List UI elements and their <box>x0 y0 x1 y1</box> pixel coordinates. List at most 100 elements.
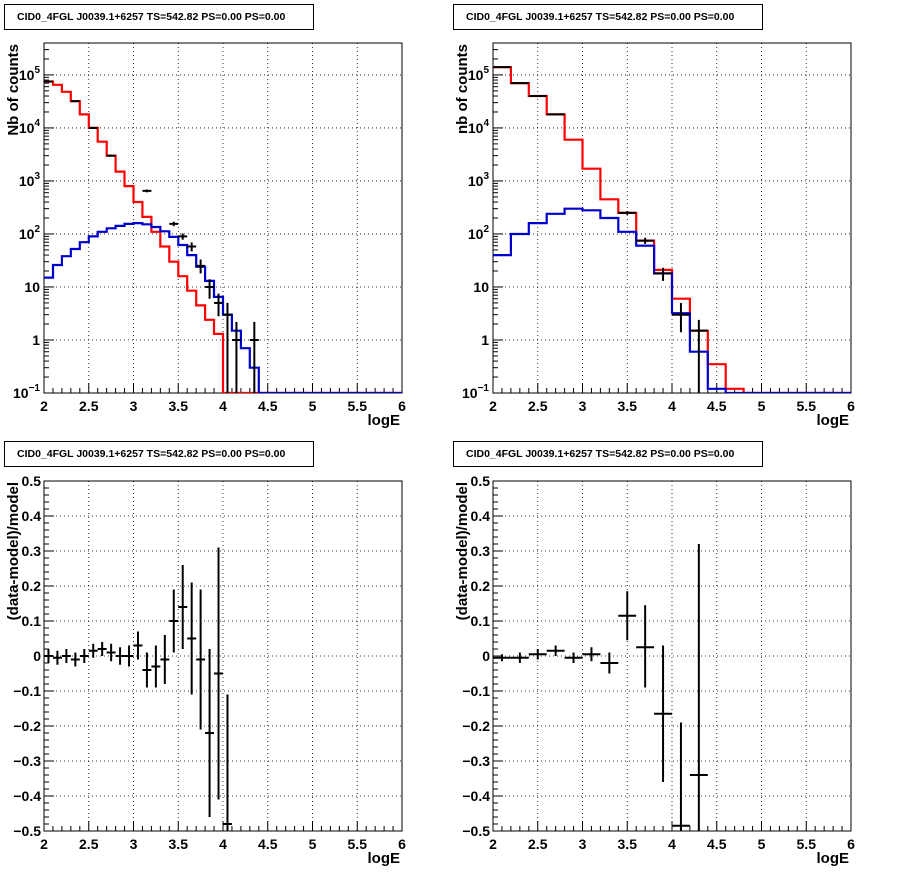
y-tick-base: 10 <box>468 67 484 83</box>
data-point <box>654 267 672 281</box>
plot-title: CID0_4FGL J0039.1+6257 TS=542.82 PS=0.00… <box>4 4 314 30</box>
x-tick-label: 3 <box>130 398 138 414</box>
y-tick-label: 0.5 <box>22 473 42 489</box>
data-point <box>672 302 690 333</box>
data-point <box>582 647 601 662</box>
data-point <box>618 211 637 215</box>
data-point <box>510 82 529 85</box>
y-tick-base: 10 <box>19 226 35 242</box>
x-tick-label: 4.5 <box>707 836 727 852</box>
y-tick-label: 0 <box>33 648 41 664</box>
y-tick-label: −0.5 <box>462 823 490 839</box>
data-point <box>493 66 511 69</box>
y-tick-label: −0.5 <box>13 823 41 839</box>
data-point <box>510 652 529 663</box>
spectrum-plot: 2 2.5 3 3.5 4 4.5 5 5.5 610−1110102103104105logE… <box>454 42 855 429</box>
model-histogram-1 <box>493 207 851 393</box>
x-axis-title: logE <box>817 850 850 867</box>
data-point <box>636 605 655 688</box>
data-point <box>44 80 53 83</box>
x-tick-label: 3.5 <box>618 398 638 414</box>
y-tick-label: 103 <box>19 171 41 189</box>
y-ticks <box>44 42 54 394</box>
data-point <box>196 589 206 730</box>
data-point <box>493 654 511 662</box>
data-point <box>600 652 619 674</box>
y-tick-label: 105 <box>468 65 490 83</box>
data-point <box>88 643 98 658</box>
y-axis-title: Nb of counts <box>5 44 22 136</box>
data-point <box>79 649 89 663</box>
data-point <box>115 647 125 665</box>
data-point <box>160 635 170 684</box>
data-point <box>52 650 62 665</box>
data-points <box>493 544 708 831</box>
y-tick-label: 105 <box>19 65 41 83</box>
data-point <box>196 259 206 274</box>
y-tick-label: 10 <box>24 279 40 295</box>
x-tick-label: 6 <box>398 398 406 414</box>
x-tick-label: 4 <box>668 836 676 852</box>
y-tick-label: 0.5 <box>471 473 491 489</box>
x-tick-label: 3.5 <box>618 836 638 852</box>
x-tick-label: 2.5 <box>528 836 548 852</box>
data-point <box>689 319 708 393</box>
data-point <box>528 95 547 98</box>
data-point <box>61 649 71 663</box>
data-point <box>178 565 188 649</box>
data-point <box>106 154 116 157</box>
residual-plot: 2 2.5 3 3.5 4 4.5 5 5.5 6 −0.5 −0.4 −0.3 −0.2 −0.1 0 0.… <box>454 473 855 867</box>
data-point <box>546 645 565 656</box>
x-axis-title: logE <box>817 412 850 429</box>
data-point <box>88 126 98 129</box>
data-point <box>142 652 152 688</box>
x-tick-label: 6 <box>847 398 855 414</box>
x-tick-label: 6 <box>847 836 855 852</box>
y-tick-label: 0.3 <box>471 543 491 559</box>
y-tick-label: 10 <box>473 279 489 295</box>
y-tick-label: 0.4 <box>22 508 42 524</box>
y-tick-exponent: 3 <box>483 171 489 182</box>
y-tick-base: 10 <box>19 120 35 136</box>
panel-bottom-left: 2 2.5 3 3.5 4 4.5 5 5.5 6 −0.5 −0.4 −0.3 −0.2 −0.1 0 0.… <box>0 437 449 874</box>
x-tick-label: 5 <box>309 836 317 852</box>
y-tick-base: 10 <box>468 173 484 189</box>
x-tick-label: 5 <box>758 836 766 852</box>
x-tick-label: 5.5 <box>797 836 817 852</box>
series-group <box>493 66 851 393</box>
data-point <box>106 643 116 662</box>
y-tick-label: 102 <box>19 224 41 242</box>
y-tick-exponent: 4 <box>34 118 40 129</box>
x-tick-label: 2.5 <box>79 836 99 852</box>
y-tick-base: 10 <box>468 226 484 242</box>
data-point <box>151 645 161 688</box>
data-point <box>187 582 197 695</box>
y-axis-title: (data-model)/model <box>454 482 471 620</box>
x-tick-label: 2 <box>489 836 497 852</box>
y-tick-label: −0.4 <box>13 788 41 804</box>
data-points <box>493 66 708 393</box>
x-axis-title: logE <box>368 850 401 867</box>
y-tick-base: 10 <box>19 173 35 189</box>
data-point <box>187 242 197 252</box>
x-tick-label: 3 <box>579 836 587 852</box>
x-tick-label: 3.5 <box>169 398 189 414</box>
data-point <box>205 279 215 299</box>
x-tick-label: 4 <box>668 398 676 414</box>
x-tick-label: 4.5 <box>258 836 278 852</box>
y-tick-exponent: 2 <box>34 224 40 235</box>
x-tick-label: 5 <box>309 398 317 414</box>
y-tick-label: 0.2 <box>22 578 42 594</box>
residual-plot: 2 2.5 3 3.5 4 4.5 5 5.5 6 −0.5 −0.4 −0.3 −0.2 −0.1 0 0.… <box>5 473 406 867</box>
data-point <box>672 722 690 831</box>
data-points <box>44 547 232 831</box>
y-ticks <box>44 480 54 832</box>
y-tick-exponent: 5 <box>34 65 40 76</box>
data-point <box>205 649 215 817</box>
data-point <box>564 652 583 663</box>
y-tick-base: 10 <box>468 120 484 136</box>
data-points <box>44 80 259 393</box>
y-tick-label: 0.1 <box>471 613 491 629</box>
y-tick-label: 104 <box>19 118 41 136</box>
y-tick-label: 103 <box>468 171 490 189</box>
